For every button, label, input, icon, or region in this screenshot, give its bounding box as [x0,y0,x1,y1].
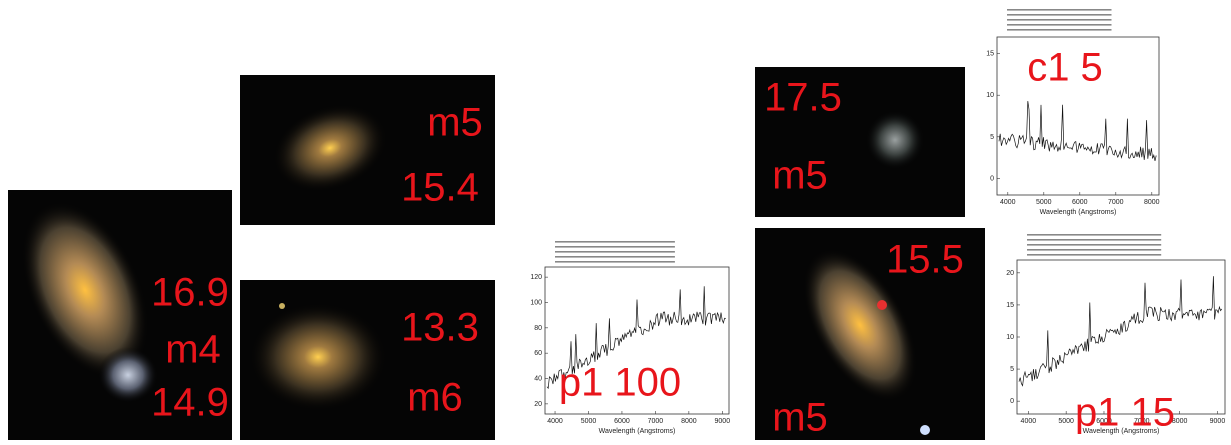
x-tick-label: 6000 [1096,418,1112,425]
y-tick-label: 40 [534,376,542,383]
y-tick-label: 120 [530,274,542,281]
plot-frame [544,266,730,415]
spectrum: 4000 5000 6000 7000 8000 9000 0 5 10 15 20 Waveleng… [1006,234,1226,435]
spectrum: 4000 5000 6000 7000 8000 9000 20 40 60 80 100 120 Wa… [530,241,730,435]
y-tick-label: 5 [1010,366,1014,373]
galaxy-images [8,67,985,440]
panel-label: 14.9 [151,381,229,425]
y-tick-label: 20 [534,401,542,408]
header-text [555,251,675,253]
header-text [555,241,675,243]
panel-label: m5 [772,154,828,198]
x-tick-label: 6000 [614,418,630,425]
y-tick-label: 60 [534,350,542,357]
panel-label: 16.9 [151,271,229,315]
panel-label: 17.5 [764,76,842,120]
header-text [1027,249,1162,251]
x-tick-label: 5000 [581,418,597,425]
spectrum-trace [546,286,726,390]
y-tick-label: 0 [1010,398,1014,405]
spectrum-label: p1 15 [1075,391,1175,435]
panel-label: 15.4 [401,166,479,210]
x-tick-label: 4000 [1021,418,1037,425]
y-tick-label: 100 [530,299,542,306]
x-tick-label: 7000 [648,418,664,425]
y-tick-label: 5 [990,134,994,141]
header-text [1027,234,1162,236]
spectrum: 4000 5000 6000 7000 8000 0 5 10 15 Wavelength (An… [986,9,1160,216]
x-axis-label: Wavelength (Angstroms) [1040,209,1117,216]
x-tick-label: 8000 [1172,418,1188,425]
x-tick-label: 6000 [1072,199,1088,206]
y-tick-label: 0 [990,175,994,182]
panel-label: m5 [427,101,483,145]
x-tick-label: 9000 [715,418,731,425]
x-tick-label: 5000 [1036,199,1052,206]
header-text [1027,254,1162,256]
panel-label: m4 [165,328,221,372]
spectrum-trace [1018,276,1223,387]
header-text [555,246,675,248]
x-tick-label: 9000 [1210,418,1226,425]
spectrum-label: p1 100 [559,361,681,405]
y-tick-label: 15 [986,51,994,58]
header-text [1007,14,1112,16]
header-text [1007,29,1112,31]
header-text [1007,19,1112,21]
panel-label: m5 [772,396,828,440]
y-tick-label: 10 [1006,334,1014,341]
x-tick-label: 7000 [1108,199,1124,206]
spectrum-trace [998,101,1157,161]
y-tick-label: 15 [1006,302,1014,309]
x-tick-label: 4000 [1000,199,1016,206]
panel-label: m6 [407,376,463,420]
header-text [1007,9,1112,11]
panel-label: 15.5 [886,238,964,282]
header-text [555,261,675,263]
header-text [1007,24,1112,26]
header-text [1027,244,1162,246]
plot-frame [996,36,1160,196]
x-tick-label: 4000 [547,418,563,425]
x-tick-label: 7000 [1134,418,1150,425]
y-tick-label: 10 [986,92,994,99]
x-axis-label: Wavelength (Angstroms) [599,428,676,435]
x-axis-label: Wavelength (Angstroms) [1083,428,1160,435]
x-tick-label: 5000 [1058,418,1074,425]
x-tick-label: 8000 [681,418,697,425]
spectrum-label: c1 5 [1027,46,1103,90]
header-text [555,256,675,258]
panel-label: 13.3 [401,306,479,350]
y-tick-label: 80 [534,325,542,332]
y-tick-label: 20 [1006,270,1014,277]
header-text [1027,239,1162,241]
x-tick-label: 8000 [1144,199,1160,206]
